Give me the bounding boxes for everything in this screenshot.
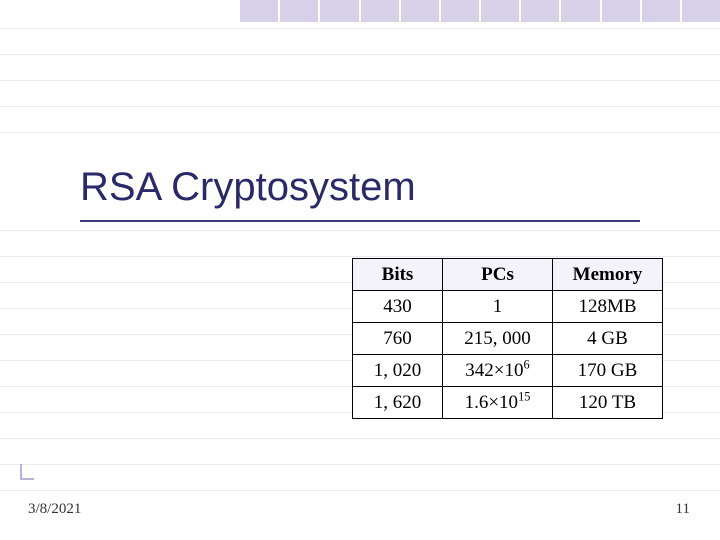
col-header-bits: Bits <box>353 259 443 291</box>
topbar-segment <box>320 0 360 22</box>
table-body: 4301128MB760215, 0004 GB1, 020342×106170… <box>353 291 663 419</box>
top-accent-bar <box>240 0 720 22</box>
cell-bits: 760 <box>353 323 443 355</box>
topbar-segment <box>602 0 642 22</box>
table-row: 1, 020342×106170 GB <box>353 355 663 387</box>
table-row: 1, 6201.6×1015120 TB <box>353 387 663 419</box>
gridline <box>0 230 720 231</box>
col-header-memory: Memory <box>553 259 663 291</box>
gridline <box>0 256 720 257</box>
cell-pcs: 1 <box>443 291 553 323</box>
gridline <box>0 438 720 439</box>
col-header-pcs: PCs <box>443 259 553 291</box>
cell-bits: 1, 020 <box>353 355 443 387</box>
cell-pcs: 1.6×1015 <box>443 387 553 419</box>
topbar-segment <box>642 0 682 22</box>
slide-title: RSA Cryptosystem <box>80 165 416 210</box>
table-row: 760215, 0004 GB <box>353 323 663 355</box>
cell-memory: 4 GB <box>553 323 663 355</box>
topbar-segment <box>240 0 280 22</box>
topbar-segment <box>441 0 481 22</box>
gridline <box>0 54 720 55</box>
gridline <box>0 106 720 107</box>
topbar-segment <box>682 0 720 22</box>
topbar-segment <box>481 0 521 22</box>
rsa-complexity-table: Bits PCs Memory 4301128MB760215, 0004 GB… <box>352 258 663 419</box>
cell-memory: 128MB <box>553 291 663 323</box>
topbar-segment <box>401 0 441 22</box>
cell-bits: 1, 620 <box>353 387 443 419</box>
gridline <box>0 464 720 465</box>
cell-memory: 170 GB <box>553 355 663 387</box>
cell-pcs: 215, 000 <box>443 323 553 355</box>
topbar-segment <box>561 0 601 22</box>
footer-date: 3/8/2021 <box>28 501 81 518</box>
topbar-segment <box>361 0 401 22</box>
footer-page-number: 11 <box>676 501 690 518</box>
table-header-row: Bits PCs Memory <box>353 259 663 291</box>
gridline <box>0 132 720 133</box>
cell-bits: 430 <box>353 291 443 323</box>
corner-decoration <box>20 464 36 480</box>
cell-pcs: 342×106 <box>443 355 553 387</box>
table-row: 4301128MB <box>353 291 663 323</box>
gridline <box>0 490 720 491</box>
cell-memory: 120 TB <box>553 387 663 419</box>
gridline <box>0 28 720 29</box>
gridline <box>0 80 720 81</box>
topbar-segment <box>280 0 320 22</box>
title-underline <box>80 220 640 222</box>
topbar-segment <box>521 0 561 22</box>
